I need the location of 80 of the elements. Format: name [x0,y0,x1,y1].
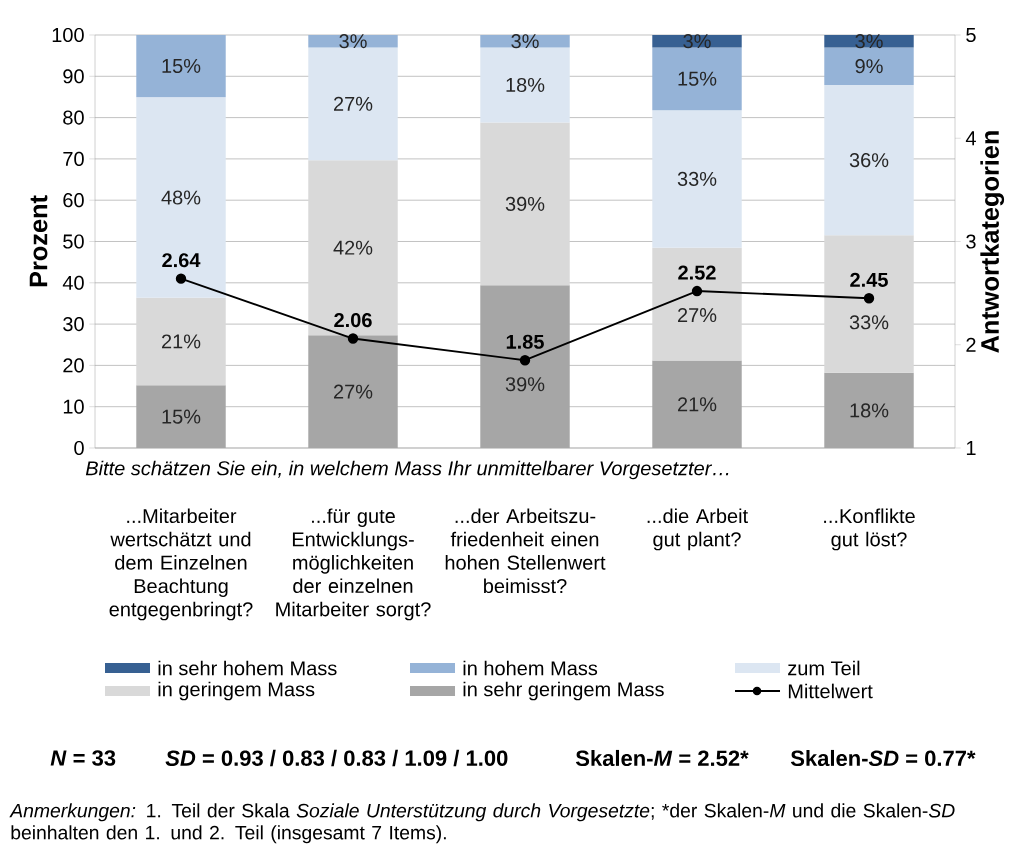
text: Skalen-M = 2.52* [575,749,749,767]
legend-label: Mittelwert [788,683,873,699]
data-label: 15% [162,58,201,73]
y-tick-label: 50 [63,234,84,249]
data-label: 9% [855,59,883,74]
data-label: 33% [849,315,889,330]
legend-label: in sehr geringem Mass [463,681,664,701]
data-label: 36% [849,153,889,168]
text: Skalen-SD = 0.77* [790,749,976,767]
data-label: 15% [162,409,201,424]
point [175,273,187,284]
legend-label: in sehr hohem Mass [158,660,337,676]
bar [480,122,570,286]
legend-label: in geringem Mass [158,681,315,701]
data-label: 27% [678,308,717,323]
x-axis-title: Bitte schätzen Sie ein, in welchem Mass Ihr unmittelbarer Vorgesetzter… [85,460,729,480]
point [863,293,875,304]
y-tick-label: 100 [52,27,84,43]
bar [480,47,570,123]
point [519,355,531,366]
bar [824,47,914,85]
data-label: 27% [334,96,373,111]
point [691,285,703,297]
data-label: 1.85 [506,334,544,349]
x-tick-label: ...der Arbeitszu-friedenheit einen hohen Stellenwert beimisst? [445,508,606,594]
data-label: 21% [161,334,201,349]
data-label: 2.64 [162,253,201,268]
data-label: 3% [511,34,539,49]
data-label: 3% [683,34,711,49]
y-tick-label: 30 [63,317,84,332]
legend-label: in hohem Mass [463,660,598,676]
bar [308,47,398,161]
data-label: 42% [333,240,373,255]
x-tick-label: ...Konflikte gut löst? [824,508,915,551]
bar [824,84,914,236]
bar [136,297,226,386]
data-label: 21% [678,397,717,412]
x-tick-label: ...für gute Entwicklungs-möglichkeiten der einzelnen Mitarbeiter sorgt? [276,508,431,621]
data-label: 2.52 [678,265,716,280]
y-tick-label: 70 [63,151,84,166]
y2-tick-label: 3 [966,234,976,249]
y-tick-label: 80 [63,110,84,125]
y-tick-label: 60 [63,193,84,208]
bar [652,47,742,111]
y-tick-label: 10 [63,399,84,414]
data-label: 15% [678,71,717,86]
data-label: 33% [677,171,717,186]
x-tick-label: ...Mitarbeiter wertschätzt und dem Einzelnen Beachtung entgegenbringt? [109,508,253,621]
text: N = 33 [50,750,116,766]
text: SD = 0.93 / 0.83 / 0.83 / 1.09 / 1.00 [165,749,508,767]
bar [136,35,226,98]
legend-label: zum Teil [788,660,860,676]
data-label: 2.45 [850,272,888,287]
data-label: 48% [161,190,201,205]
data-label: 3% [855,34,883,49]
bar [824,235,914,373]
bar [136,97,226,298]
x-tick-label: ...die Arbeit gut plant? [647,508,748,551]
data-label: 39% [505,377,545,392]
y-axis-title: Prozent [29,195,48,287]
bar [652,247,742,361]
data-label: 18% [506,77,545,93]
y-tick-label: 20 [63,358,84,373]
y2-axis-title: Antwortkategorien [980,131,1005,353]
point [347,333,359,344]
y2-tick-label: 4 [965,131,976,146]
data-label: 27% [334,384,373,399]
y2-tick-label: 2 [966,337,976,352]
data-label: 18% [850,403,889,418]
data-label: 39% [505,196,545,211]
y-tick-label: 90 [63,69,84,84]
y2-tick-label: 1 [966,441,976,455]
data-label: 3% [339,34,367,49]
data-label: 2.06 [334,313,372,328]
y2-tick-label: 5 [966,28,976,42]
text: Anmerkungen: 1. Teil der Skala Soziale Unterstützung durch Vorgesetzte; *der Skalen-M und die Skalen-SD beinhalten den 1. und 2. Teil (insgesamt 7 Items). [9,803,955,844]
y-tick-label: 0 [74,440,84,456]
y-tick-label: 40 [62,275,84,290]
bar [652,110,742,248]
bar [308,160,398,336]
